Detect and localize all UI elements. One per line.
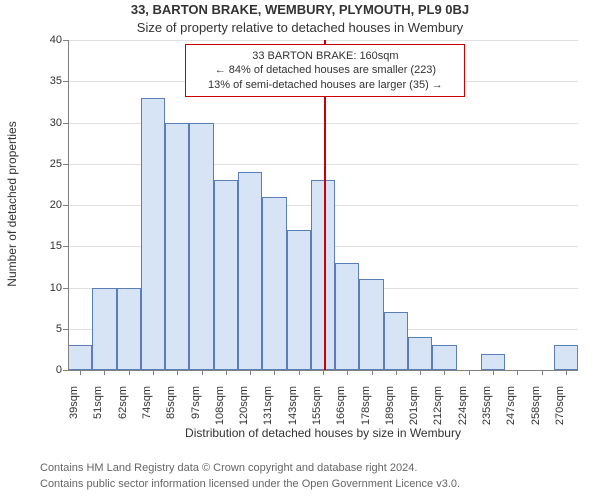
x-tick-label: 224sqm xyxy=(457,386,469,430)
x-axis-label: Distribution of detached houses by size … xyxy=(68,426,578,440)
x-tick-label: 155sqm xyxy=(311,386,323,430)
x-tick-label: 39sqm xyxy=(68,386,80,430)
histogram-bar xyxy=(262,197,286,370)
y-tick-label: 35 xyxy=(34,75,62,87)
x-tick-label: 51sqm xyxy=(92,386,104,430)
y-axis-label: Number of detached properties xyxy=(5,104,19,304)
histogram-bar xyxy=(117,288,141,371)
histogram-bar xyxy=(432,345,456,370)
y-tick-label: 0 xyxy=(34,364,62,376)
histogram-bar xyxy=(238,172,262,370)
x-tick-label: 131sqm xyxy=(262,386,274,430)
footer-line-1: Contains HM Land Registry data © Crown c… xyxy=(40,462,417,474)
histogram-bar xyxy=(481,354,505,371)
histogram-bar xyxy=(92,288,116,371)
histogram-bar xyxy=(214,180,238,370)
x-tick-label: 74sqm xyxy=(141,386,153,430)
x-tick-label: 108sqm xyxy=(214,386,226,430)
x-axis xyxy=(68,370,578,371)
x-tick-label: 120sqm xyxy=(238,386,250,430)
y-tick-label: 20 xyxy=(34,199,62,211)
chart-main-title: 33, BARTON BRAKE, WEMBURY, PLYMOUTH, PL9… xyxy=(0,2,600,17)
x-tick-label: 235sqm xyxy=(481,386,493,430)
x-tick-label: 258sqm xyxy=(530,386,542,430)
x-tick-label: 97sqm xyxy=(190,386,202,430)
y-tick-label: 25 xyxy=(34,158,62,170)
histogram-bar xyxy=(359,279,383,370)
histogram-bar xyxy=(189,123,213,371)
x-tick-label: 178sqm xyxy=(360,386,372,430)
x-tick-label: 62sqm xyxy=(117,386,129,430)
histogram-bar xyxy=(311,180,335,370)
y-tick-label: 30 xyxy=(34,117,62,129)
histogram-bar xyxy=(165,123,189,371)
x-tick-label: 201sqm xyxy=(408,386,420,430)
x-tick-label: 85sqm xyxy=(165,386,177,430)
histogram-bar xyxy=(68,345,92,370)
callout-line-2: ← 84% of detached houses are smaller (22… xyxy=(192,63,458,77)
footer-line-2: Contains public sector information licen… xyxy=(40,478,460,490)
x-tick-label: 166sqm xyxy=(335,386,347,430)
callout-line-1: 33 BARTON BRAKE: 160sqm xyxy=(192,49,458,63)
y-tick-label: 40 xyxy=(34,34,62,46)
x-tick-label: 270sqm xyxy=(554,386,566,430)
histogram-bar xyxy=(335,263,359,370)
x-tick-label: 143sqm xyxy=(287,386,299,430)
y-axis xyxy=(68,40,69,370)
callout-box: 33 BARTON BRAKE: 160sqm ← 84% of detache… xyxy=(185,44,465,97)
y-tick-label: 10 xyxy=(34,282,62,294)
histogram-bar xyxy=(554,345,578,370)
histogram-bar xyxy=(408,337,432,370)
y-tick-label: 5 xyxy=(34,323,62,335)
histogram-bar xyxy=(287,230,311,370)
callout-line-3: 13% of semi-detached houses are larger (… xyxy=(192,78,458,92)
y-tick-label: 15 xyxy=(34,240,62,252)
grid-line xyxy=(68,40,578,41)
x-tick-label: 189sqm xyxy=(384,386,396,430)
histogram-bar xyxy=(384,312,408,370)
x-tick-label: 247sqm xyxy=(505,386,517,430)
histogram-bar xyxy=(141,98,165,370)
chart-subtitle: Size of property relative to detached ho… xyxy=(0,20,600,35)
x-tick-label: 212sqm xyxy=(432,386,444,430)
